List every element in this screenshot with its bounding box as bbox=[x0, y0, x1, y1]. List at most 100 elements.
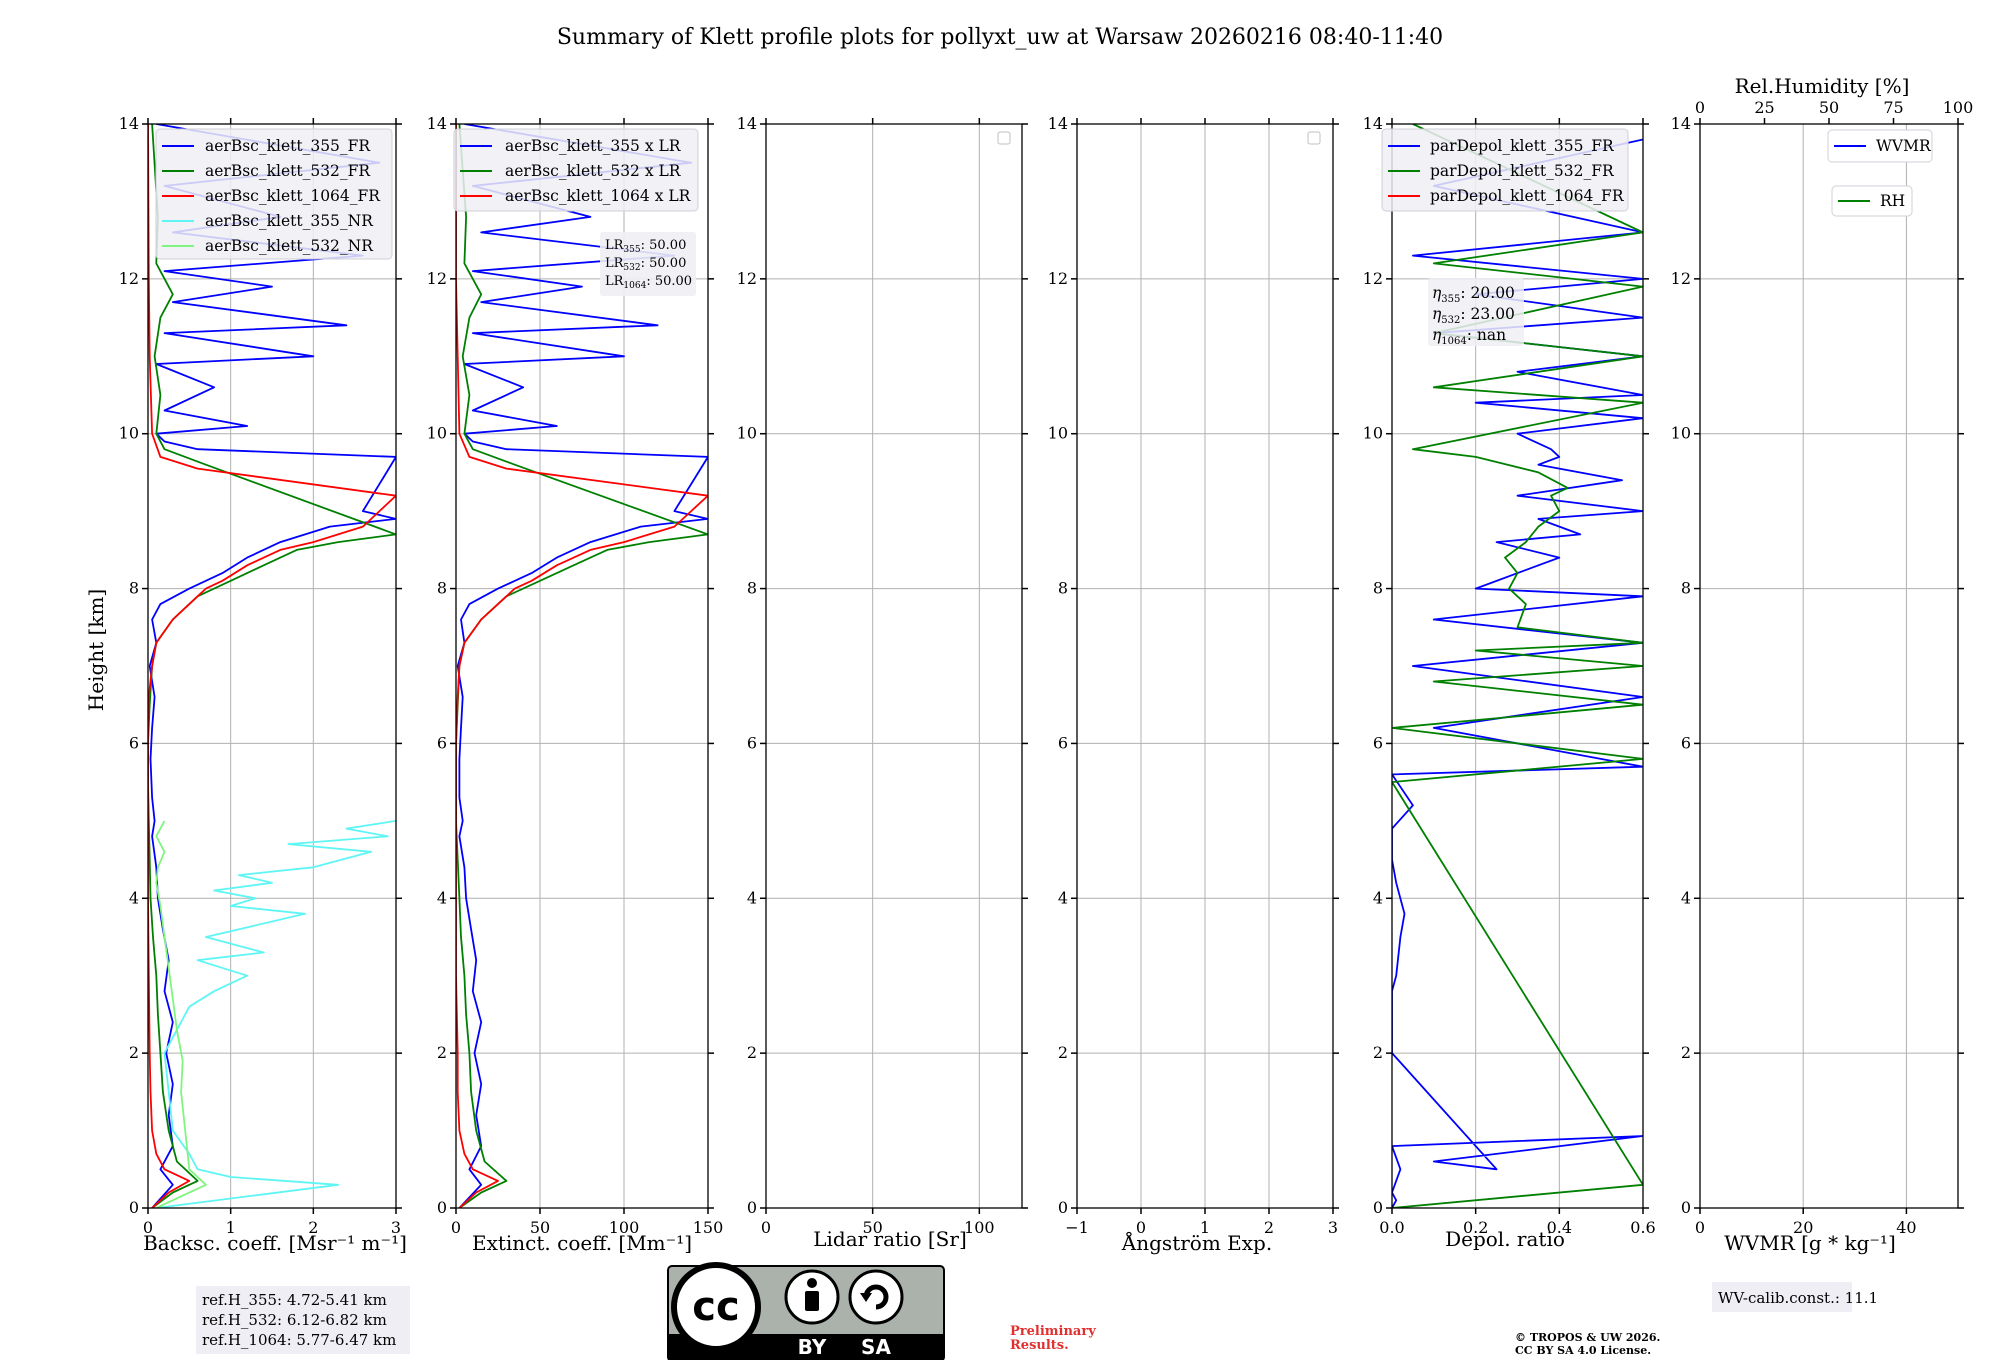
y-tick-label: 6 bbox=[1058, 733, 1068, 752]
top-tick-label: 100 bbox=[1943, 98, 1974, 117]
y-tick-label: 0 bbox=[437, 1198, 447, 1217]
x-tick-label: 150 bbox=[693, 1218, 724, 1237]
y-tick-label: 14 bbox=[1671, 114, 1691, 133]
empty-legend-angstrom bbox=[1307, 131, 1321, 145]
ref-height-1064: ref.H_1064: 5.77-6.47 km bbox=[202, 1331, 396, 1349]
y-tick-label: 10 bbox=[427, 424, 447, 443]
y-tick-label: 4 bbox=[437, 888, 447, 907]
y-tick-label: 2 bbox=[747, 1043, 757, 1062]
lr1064-sub: 1064 bbox=[623, 281, 646, 291]
x-tick-label: 0.6 bbox=[1630, 1218, 1655, 1237]
legend-entry-wvmr: WVMR bbox=[1876, 137, 1932, 155]
y-tick-label: 12 bbox=[737, 269, 757, 288]
top-tick-label: 75 bbox=[1883, 98, 1903, 117]
x-tick-label: 2 bbox=[1264, 1218, 1274, 1237]
legend-depol: parDepol_klett_355_FR parDepol_klett_532… bbox=[1381, 128, 1629, 212]
legend-rh: RH bbox=[1831, 185, 1913, 217]
share-alike-icon bbox=[848, 1269, 904, 1325]
top-axis-label-rh: Rel.Humidity [%] bbox=[1735, 74, 1910, 98]
wv-calib-box: WV-calib.const.: 11.1 bbox=[1712, 1282, 1878, 1312]
y-tick-label: 8 bbox=[129, 579, 139, 598]
x-tick-label: 0 bbox=[761, 1218, 771, 1237]
legend-entry: parDepol_klett_355_FR bbox=[1430, 137, 1615, 155]
y-tick-label: 4 bbox=[747, 888, 757, 907]
lr355-value: : 50.00 bbox=[641, 238, 687, 253]
axes-frame bbox=[147, 123, 397, 1209]
y-tick-label: 10 bbox=[119, 424, 139, 443]
x-tick-label: 50 bbox=[530, 1218, 550, 1237]
legend-entry: aerBsc_klett_1064_FR bbox=[205, 187, 381, 205]
y-tick-label: 6 bbox=[1373, 733, 1383, 752]
x-tick-label: 1 bbox=[1200, 1218, 1210, 1237]
legend-entry: parDepol_klett_1064_FR bbox=[1430, 187, 1625, 205]
copyright-line-2: CC BY SA 4.0 License. bbox=[1515, 1344, 1651, 1357]
y-tick-label: 14 bbox=[119, 114, 139, 133]
series-aerbsc-klett-355-nr bbox=[156, 820, 396, 1208]
y-tick-label: 6 bbox=[747, 733, 757, 752]
series-pardepol-klett-355-fr bbox=[1392, 138, 1643, 1208]
y-tick-label: 2 bbox=[129, 1043, 139, 1062]
svg-text:η355: 20.00: η355: 20.00 bbox=[1432, 284, 1515, 305]
figure-title: Summary of Klett profile plots for polly… bbox=[557, 25, 1443, 50]
y-tick-label: 6 bbox=[129, 733, 139, 752]
cc-logo-icon bbox=[671, 1262, 761, 1352]
depol-eta-box: η355: 20.00 η532: 23.00 η1064: nan bbox=[1428, 278, 1524, 347]
top-tick-label: 50 bbox=[1819, 98, 1839, 117]
lr532-sub: 532 bbox=[623, 263, 640, 273]
y-tick-label: 0 bbox=[1373, 1198, 1383, 1217]
series-aerbsc-klett-532-nr bbox=[155, 820, 207, 1208]
badge-sa: SA bbox=[861, 1335, 891, 1359]
x-tick-label: 0 bbox=[143, 1218, 153, 1237]
xlabel-lidar-ratio: Lidar ratio [Sr] bbox=[813, 1227, 967, 1251]
y-tick-label: 2 bbox=[437, 1043, 447, 1062]
legend-wvmr: WVMR bbox=[1827, 129, 1933, 163]
y-tick-label: 12 bbox=[1363, 269, 1383, 288]
legend-entry: aerBsc_klett_532_NR bbox=[205, 237, 374, 255]
copyright-line-1: © TROPOS & UW 2026. bbox=[1515, 1331, 1660, 1344]
y-tick-label: 14 bbox=[1048, 114, 1068, 133]
eta355-value: : 20.00 bbox=[1460, 284, 1515, 302]
top-tick-label: 25 bbox=[1754, 98, 1774, 117]
y-tick-label: 2 bbox=[1373, 1043, 1383, 1062]
legend-entry: aerBsc_klett_355_FR bbox=[205, 137, 371, 155]
y-tick-label: 14 bbox=[737, 114, 757, 133]
y-tick-label: 6 bbox=[437, 733, 447, 752]
y-tick-label: 4 bbox=[1058, 888, 1068, 907]
eta532-sub: 532 bbox=[1441, 315, 1460, 326]
eta355-sub: 355 bbox=[1441, 294, 1460, 305]
y-tick-label: 10 bbox=[1048, 424, 1068, 443]
legend-entry: aerBsc_klett_1064 x LR bbox=[505, 187, 692, 205]
x-tick-label: 3 bbox=[1328, 1218, 1338, 1237]
svg-text:LR1064: 50.00: LR1064: 50.00 bbox=[605, 274, 692, 291]
svg-text:η532: 23.00: η532: 23.00 bbox=[1432, 305, 1515, 326]
y-tick-label: 2 bbox=[1058, 1043, 1068, 1062]
lr1064-value: : 50.00 bbox=[646, 274, 692, 289]
ref-height-532: ref.H_532: 6.12-6.82 km bbox=[202, 1311, 387, 1329]
y-tick-label: 4 bbox=[129, 888, 139, 907]
eta532-value: : 23.00 bbox=[1460, 305, 1515, 323]
y-tick-label: 12 bbox=[427, 269, 447, 288]
y-tick-label: 8 bbox=[747, 579, 757, 598]
legend-entry-rh: RH bbox=[1880, 192, 1905, 210]
x-tick-label: 0.4 bbox=[1547, 1218, 1572, 1237]
axes-frame bbox=[1076, 123, 1334, 1209]
axes-frame bbox=[455, 123, 709, 1209]
x-tick-label: 3 bbox=[391, 1218, 401, 1237]
x-tick-label: 0.0 bbox=[1379, 1218, 1404, 1237]
y-tick-label: 14 bbox=[427, 114, 447, 133]
y-tick-label: 8 bbox=[1058, 579, 1068, 598]
x-tick-label: 1 bbox=[226, 1218, 236, 1237]
eta1064-value: : nan bbox=[1467, 326, 1506, 344]
y-tick-label: 8 bbox=[1681, 579, 1691, 598]
x-tick-label: 0.2 bbox=[1463, 1218, 1488, 1237]
lr1064-label: LR bbox=[605, 274, 625, 289]
x-tick-label: 50 bbox=[862, 1218, 882, 1237]
x-tick-label: 0 bbox=[1695, 1218, 1705, 1237]
x-tick-label: 100 bbox=[964, 1218, 995, 1237]
lr355-label: LR bbox=[605, 238, 625, 253]
y-tick-label: 8 bbox=[1373, 579, 1383, 598]
y-tick-label: 4 bbox=[1681, 888, 1691, 907]
svg-text:LR532: 50.00: LR532: 50.00 bbox=[605, 256, 686, 273]
